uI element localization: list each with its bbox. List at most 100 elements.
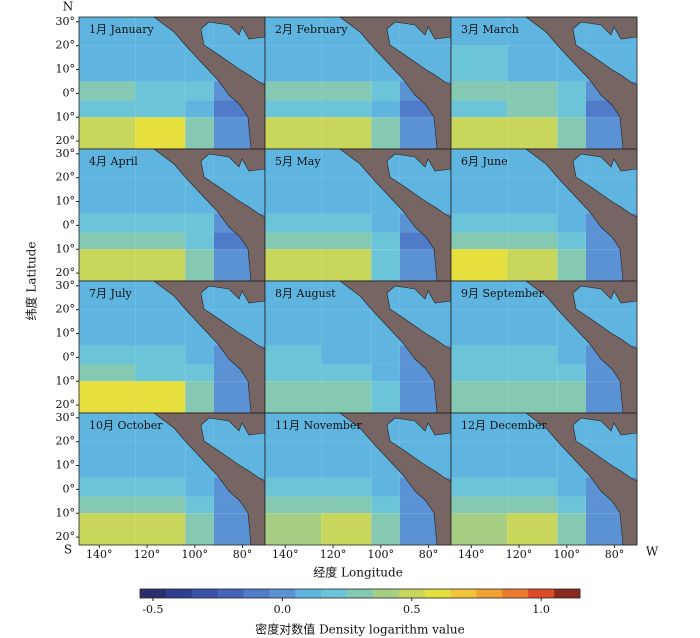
colorbar-cell — [476, 589, 503, 598]
colorbar-tick-label: 1.0 — [532, 603, 550, 616]
density-cell — [265, 17, 322, 46]
density-cell — [265, 45, 322, 82]
density-cell — [135, 45, 186, 82]
density-cell — [321, 81, 372, 101]
y-tick-label: 20° — [56, 266, 76, 279]
density-cell — [451, 249, 508, 281]
density-cell — [79, 345, 136, 365]
x-tick-label: 80° — [419, 548, 439, 561]
density-cell — [451, 496, 508, 514]
y-tick-label: 10° — [56, 506, 76, 519]
density-cell — [451, 413, 508, 442]
density-cell — [185, 213, 214, 233]
map-panel: 11月 November — [264, 412, 452, 546]
colorbar-cell — [191, 589, 218, 598]
density-cell — [371, 345, 400, 365]
density-cell — [135, 309, 186, 346]
y-tick-label: 20° — [56, 134, 76, 147]
density-cell — [321, 177, 372, 214]
y-tick-label: 20° — [56, 303, 76, 316]
density-cell — [321, 45, 372, 82]
y-tick-label: 20° — [56, 530, 76, 543]
y-tick-label: 10° — [56, 110, 76, 123]
density-cell — [557, 364, 586, 382]
density-cell — [265, 213, 322, 233]
density-cell — [79, 281, 136, 310]
map-panel: 1月 January — [78, 16, 266, 150]
density-cell — [451, 513, 508, 545]
density-cell — [371, 513, 400, 545]
panel-label: 11月 November — [275, 419, 362, 432]
density-cell — [507, 45, 558, 82]
colorbar-cell — [450, 589, 477, 598]
density-cell — [507, 117, 558, 149]
colorbar-cell — [269, 589, 296, 598]
density-cell — [79, 81, 136, 101]
colorbar-cell — [295, 589, 322, 598]
map-panel: 6月 June — [450, 148, 638, 282]
density-cell — [451, 177, 508, 214]
y-tick-label: 20° — [56, 435, 76, 448]
density-cell — [321, 381, 372, 413]
colorbar-cell — [217, 589, 244, 598]
panel-label: 2月 February — [275, 23, 348, 36]
density-cell — [557, 381, 586, 413]
density-cell — [557, 513, 586, 545]
density-cell — [321, 364, 372, 382]
density-cell — [451, 345, 508, 365]
y-tick-label: 20° — [56, 39, 76, 52]
density-cell — [135, 364, 186, 382]
density-cell — [79, 309, 136, 346]
panel-label: 1月 January — [89, 23, 154, 36]
x-tick-label: 120° — [506, 548, 533, 561]
y-tick-label: 20° — [56, 171, 76, 184]
density-cell — [321, 117, 372, 149]
density-cell — [451, 441, 508, 478]
density-cell — [79, 364, 136, 382]
density-cell — [321, 345, 372, 365]
density-cell — [507, 81, 558, 101]
density-cell — [185, 477, 214, 497]
panel-label: 12月 December — [461, 419, 547, 432]
density-cell — [507, 100, 558, 118]
colorbar-cell — [321, 589, 348, 598]
density-cell — [185, 81, 214, 101]
map-panel: 12月 December — [450, 412, 638, 546]
colorbar-cell — [140, 589, 167, 598]
density-cell — [265, 100, 322, 118]
density-cell — [185, 364, 214, 382]
map-panel: 3月 March — [450, 16, 638, 150]
density-cell — [79, 213, 136, 233]
x-tick-label: 140° — [458, 548, 485, 561]
density-cell — [265, 496, 322, 514]
density-cell — [79, 117, 136, 149]
density-cell — [321, 100, 372, 118]
density-cell — [265, 441, 322, 478]
y-tick-label: 0° — [63, 482, 76, 495]
density-cell — [321, 213, 372, 233]
colorbar-cell — [165, 589, 193, 598]
density-cell — [451, 232, 508, 250]
density-cell — [451, 81, 508, 101]
density-cell — [135, 249, 186, 281]
density-cell — [557, 249, 586, 281]
panel-label: 5月 May — [275, 155, 321, 168]
density-cell — [135, 345, 186, 365]
north-label: N — [63, 0, 74, 14]
density-cell — [451, 477, 508, 497]
density-cell — [451, 149, 508, 178]
panel-label: 9月 September — [461, 287, 544, 300]
colorbar-tick-label: 0.5 — [403, 603, 421, 616]
y-tick-label: 30° — [56, 411, 76, 424]
y-tick-label: 30° — [56, 279, 76, 292]
map-panel: 2月 February — [264, 16, 452, 150]
density-cell — [265, 281, 322, 310]
density-cell — [507, 364, 558, 382]
density-cell — [185, 100, 214, 118]
colorbar-cell — [554, 589, 581, 598]
density-cell — [451, 309, 508, 346]
density-cell — [507, 477, 558, 497]
density-cell — [79, 249, 136, 281]
